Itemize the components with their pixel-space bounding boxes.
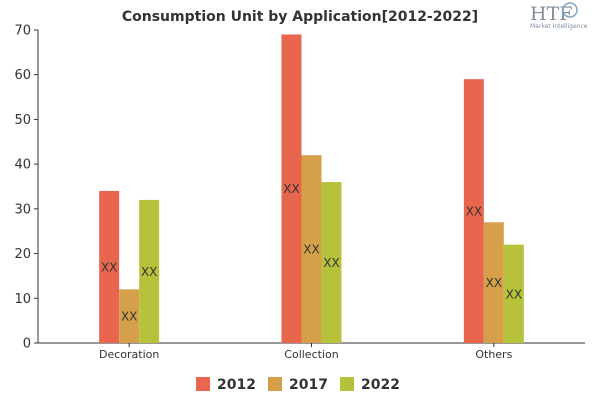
bar-2022-decoration xyxy=(139,199,160,343)
data-label: XX xyxy=(121,310,137,324)
x-tick-label: Others xyxy=(475,348,512,361)
data-label: XX xyxy=(101,260,117,274)
bar-2012-collection xyxy=(281,34,302,343)
data-label: XX xyxy=(466,205,482,219)
y-tick-label: 20 xyxy=(14,247,31,262)
legend-swatch-2017 xyxy=(268,377,282,391)
chart-title: Consumption Unit by Application[2012-202… xyxy=(122,9,478,25)
bar-2012-decoration xyxy=(99,190,120,343)
y-tick-label: 50 xyxy=(14,113,31,128)
data-label: XX xyxy=(486,276,502,290)
y-tick-label: 70 xyxy=(14,24,31,39)
y-tick-label: 10 xyxy=(14,292,31,307)
legend-swatch-2012 xyxy=(196,377,210,391)
svg-text:HTF: HTF xyxy=(530,3,572,25)
y-tick-label: 60 xyxy=(14,68,31,83)
legend-label-2022: 2022 xyxy=(361,377,400,393)
data-label: XX xyxy=(303,243,319,257)
x-tick-label: Decoration xyxy=(99,348,159,361)
bar-2022-others xyxy=(503,244,524,343)
legend-label-2012: 2012 xyxy=(217,377,256,393)
data-label: XX xyxy=(283,182,299,196)
bar-2017-decoration xyxy=(119,289,140,343)
data-label: XX xyxy=(506,287,522,301)
bar-2022-collection xyxy=(321,182,342,343)
chart-bars xyxy=(99,34,524,343)
x-tick-label: Collection xyxy=(284,348,338,361)
y-tick-label: 40 xyxy=(14,158,31,173)
data-label: XX xyxy=(141,265,157,279)
y-tick-label: 0 xyxy=(23,337,31,352)
svg-text:Market Intelligence: Market Intelligence xyxy=(530,23,588,30)
bar-2017-collection xyxy=(301,155,322,343)
chart-axes: 0 10 20 30 40 50 60 70 Decoration Collection Other… xyxy=(14,24,585,361)
legend-swatch-2022 xyxy=(340,377,354,391)
legend-label-2017: 2017 xyxy=(289,377,328,393)
chart-legend: 2012 2017 2022 xyxy=(196,377,400,393)
globe-icon xyxy=(562,2,578,18)
bar-2012-others xyxy=(463,79,484,343)
data-label: XX xyxy=(323,256,339,270)
htf-logo: HTF Market Intelligence xyxy=(530,2,588,30)
chart-data-labels: XX XX XX XX XX XX XX XX XX xyxy=(101,182,522,323)
bar-2017-others xyxy=(483,222,504,343)
y-tick-label: 30 xyxy=(14,202,31,217)
